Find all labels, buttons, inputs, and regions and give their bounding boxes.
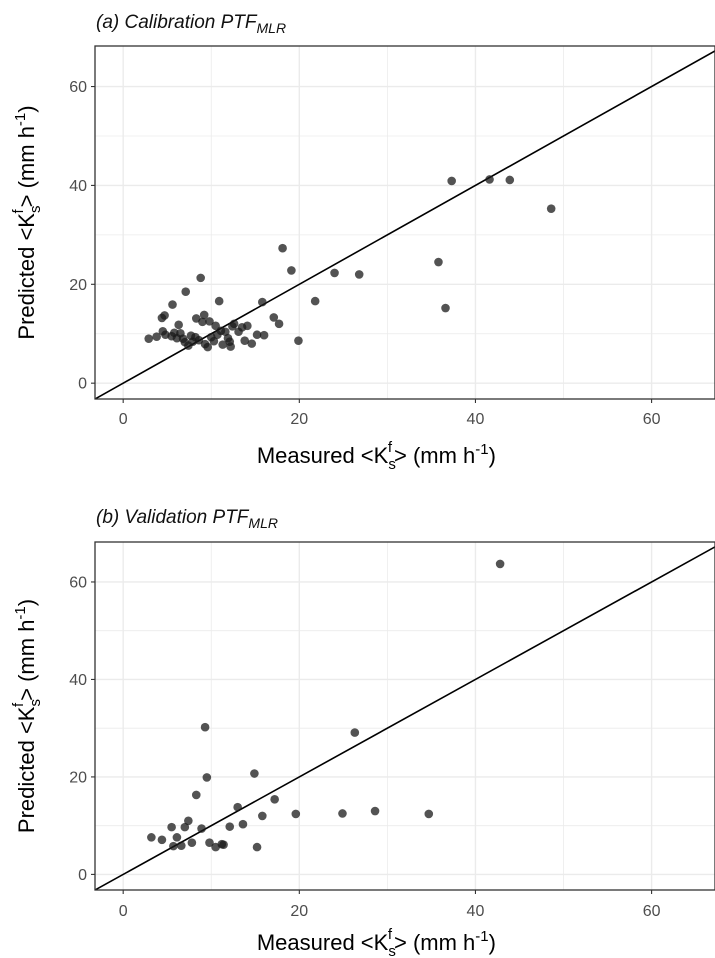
panel-title: (b) Validation PTFMLR — [96, 507, 278, 531]
data-point — [495, 559, 505, 569]
data-point — [191, 790, 201, 800]
chart-panel-b: 0 20 40 60 0 20 40 60 (b) Validation PTFMLR Measu… — [10, 507, 715, 958]
y-tick-label: 0 — [78, 376, 87, 393]
x-tick-label: 40 — [467, 411, 485, 428]
y-tick-label: 40 — [69, 672, 87, 689]
data-point — [177, 841, 186, 850]
data-point — [287, 266, 296, 275]
y-tick-label: 20 — [69, 277, 87, 294]
y-tick-label: 40 — [69, 178, 87, 195]
x-tick-label: 20 — [290, 411, 308, 428]
y-tick-label: 20 — [69, 769, 87, 786]
data-point — [250, 769, 259, 778]
grid — [95, 46, 715, 399]
data-point — [370, 806, 380, 816]
data-point — [278, 243, 287, 253]
data-point — [546, 204, 556, 213]
data-point — [198, 317, 207, 327]
data-point — [252, 842, 262, 852]
x-tick-label: 60 — [643, 903, 661, 920]
data-point — [225, 822, 235, 831]
data-point — [172, 833, 182, 842]
y-axis-title: Predicted <Ksf> (mm h-1) — [10, 599, 44, 833]
data-point — [214, 296, 224, 306]
data-point — [181, 287, 191, 297]
x-tick-label: 0 — [119, 903, 128, 920]
data-point — [259, 330, 269, 340]
data-point — [310, 296, 320, 306]
y-tick-label: 60 — [69, 79, 87, 96]
data-point — [269, 313, 279, 322]
data-point — [354, 270, 364, 279]
data-point — [258, 297, 267, 307]
data-point — [174, 320, 183, 330]
data-point — [187, 838, 197, 848]
x-tick-label: 20 — [290, 903, 308, 920]
data-point — [240, 336, 250, 345]
x-tick-label: 60 — [643, 411, 661, 428]
data-point — [197, 824, 206, 833]
data-point — [205, 317, 214, 326]
data-point — [274, 319, 284, 329]
data-point — [243, 321, 252, 331]
y-axis-title: Predicted <Ksf> (mm h-1) — [10, 105, 44, 339]
data-point — [505, 175, 515, 185]
data-point — [160, 311, 169, 320]
data-point — [209, 336, 219, 346]
data-point — [270, 795, 279, 804]
x-axis-title: Measured <Ksf> (mm h-1) — [257, 439, 496, 473]
scatter-points — [144, 175, 556, 352]
one-to-one-line — [95, 545, 715, 890]
data-point — [202, 773, 212, 782]
data-point — [441, 303, 450, 313]
one-to-one-line — [95, 50, 715, 399]
data-point — [221, 327, 230, 337]
data-point — [168, 300, 177, 309]
panel-border — [94, 45, 715, 400]
data-point — [350, 728, 360, 737]
data-point — [229, 319, 239, 329]
scatter-points — [147, 559, 505, 852]
data-point — [184, 816, 193, 826]
data-point — [258, 811, 267, 821]
x-tick-label: 0 — [119, 411, 128, 428]
panel-border — [94, 541, 715, 891]
data-point — [157, 835, 167, 845]
data-point — [233, 802, 242, 812]
data-point — [144, 334, 154, 343]
data-point — [199, 310, 209, 320]
data-point — [247, 339, 257, 348]
data-point — [152, 332, 161, 342]
data-point — [338, 809, 347, 818]
data-point — [180, 822, 190, 832]
data-point — [196, 273, 205, 283]
data-point — [226, 342, 235, 351]
data-point — [330, 268, 339, 278]
grid — [95, 542, 715, 890]
y-tick-label: 0 — [78, 867, 87, 884]
x-axis-title: Measured <Ksf> (mm h-1) — [257, 926, 496, 958]
data-point — [485, 175, 494, 184]
data-point — [205, 838, 214, 848]
x-tick-label: 40 — [467, 903, 485, 920]
data-point — [167, 822, 176, 832]
chart-panel-a: 0 20 40 60 0 20 40 60 (a) Calibration PTFMLR Meas… — [10, 12, 715, 473]
data-point — [424, 809, 434, 819]
data-point — [434, 257, 443, 267]
data-point — [218, 340, 227, 349]
data-point — [252, 330, 262, 340]
data-point — [169, 841, 178, 851]
data-point — [447, 176, 456, 186]
y-tick-label: 60 — [69, 574, 87, 591]
data-point — [238, 819, 248, 829]
data-point — [200, 722, 210, 732]
data-point — [291, 809, 301, 819]
data-point — [294, 336, 303, 345]
data-point — [147, 833, 156, 842]
data-point — [219, 840, 228, 849]
data-point — [194, 335, 204, 345]
data-point — [203, 342, 213, 352]
panel-title: (a) Calibration PTFMLR — [96, 12, 286, 36]
